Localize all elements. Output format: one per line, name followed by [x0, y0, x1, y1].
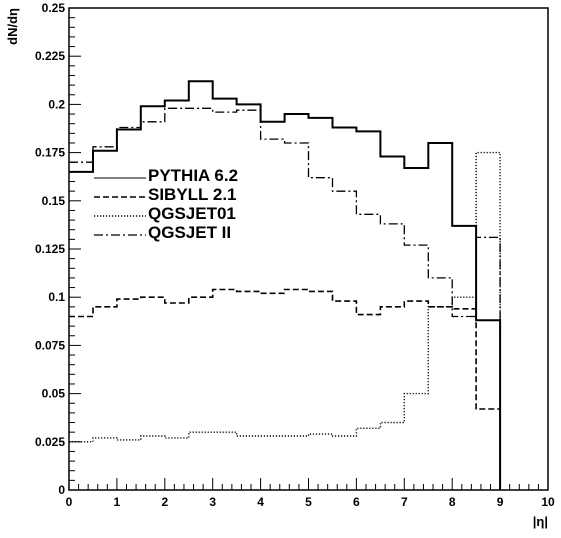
legend-label: SIBYLL 2.1	[148, 185, 237, 204]
y-tick-label: 0.1	[48, 290, 65, 304]
x-tick-label: 8	[449, 495, 456, 509]
x-tick-label: 1	[114, 495, 121, 509]
series-layer	[69, 80, 502, 490]
legend-label: QGSJET01	[148, 204, 236, 223]
x-tick-label: 4	[257, 495, 264, 509]
x-tick-label: 0	[66, 495, 73, 509]
y-tick-label: 0.175	[35, 146, 65, 160]
y-tick-label: 0.225	[35, 49, 65, 63]
legend-label: QGSJET II	[148, 223, 231, 242]
x-tick-label: 6	[353, 495, 360, 509]
y-tick-label: 0.15	[42, 194, 66, 208]
x-axis-title: |η|	[533, 514, 548, 529]
y-tick-label: 0	[58, 483, 65, 497]
y-tick-label: 0.025	[35, 435, 65, 449]
x-tick-label: 3	[209, 495, 216, 509]
y-tick-label: 0.05	[42, 387, 66, 401]
y-tick-label: 0.25	[42, 1, 66, 15]
series-line-3	[69, 151, 501, 490]
series-line-4	[69, 107, 501, 490]
y-tick-label: 0.075	[35, 338, 65, 352]
series-line-2	[69, 288, 501, 490]
y-tick-label: 0.125	[35, 242, 65, 256]
axis-ticks: 0 1 2 3 4 5 6 7 8 9 10 0 0.025 0.05 0.075 0.1 0.125 0.15 0…	[35, 1, 555, 509]
legend-label: PYTHIA 6.2	[148, 166, 238, 185]
x-tick-label: 2	[161, 495, 168, 509]
y-tick-label: 0.2	[48, 97, 65, 111]
series-line-1	[69, 80, 502, 490]
x-tick-label: 5	[305, 495, 312, 509]
x-tick-label: 9	[497, 495, 504, 509]
x-tick-label: 7	[401, 495, 408, 509]
y-axis-title: dN/dη	[5, 8, 20, 45]
x-tick-label: 10	[541, 495, 555, 509]
